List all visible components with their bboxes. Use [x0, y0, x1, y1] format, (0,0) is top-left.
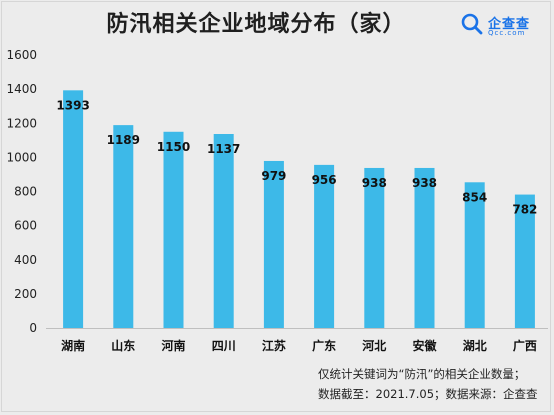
x-tick-label: 河北 [361, 338, 386, 353]
x-tick-label: 河南 [160, 338, 185, 353]
data-label: 956 [312, 173, 337, 187]
data-label: 1393 [56, 98, 89, 112]
data-label: 782 [512, 203, 537, 217]
x-tick-label: 广西 [513, 338, 537, 353]
data-label: 1189 [107, 133, 140, 147]
data-label: 1137 [207, 142, 240, 156]
y-tick-label: 1200 [6, 116, 37, 130]
x-tick-label: 山东 [111, 338, 135, 353]
bar [213, 133, 234, 328]
bar-series [63, 90, 535, 329]
y-tick-label: 600 [14, 219, 37, 233]
x-tick-label: 安徽 [412, 338, 437, 353]
y-tick-label: 1400 [6, 82, 37, 96]
logo-name: 企查查 [488, 17, 531, 32]
footnote-source: 数据截至：2021.7.05；数据来源：企查查 [318, 387, 538, 401]
bar [464, 182, 485, 328]
bar [514, 194, 535, 328]
y-tick-label: 200 [14, 287, 37, 301]
y-tick-label: 0 [29, 321, 37, 335]
logo-domain: Qcc.com [488, 29, 526, 37]
bar [263, 160, 284, 328]
data-label: 938 [412, 176, 437, 190]
x-axis: 湖南 山东 河南 四川 江苏 广东 河北 安徽 湖北 广西 [46, 328, 548, 353]
x-tick-label: 四川 [212, 339, 236, 353]
qcc-logo: 企查查 Qcc.com [460, 10, 550, 44]
bar [314, 164, 335, 328]
bar [113, 125, 134, 328]
search-magnifier-icon [461, 13, 483, 35]
footnote-scope: 仅统计关键词为“防汛”的相关企业数量； [318, 367, 526, 381]
y-tick-label: 800 [14, 185, 37, 199]
bar [364, 167, 385, 328]
x-tick-label: 广东 [312, 338, 336, 353]
y-axis: 0 200 400 600 800 1000 1200 1400 1600 [6, 48, 37, 335]
y-tick-label: 400 [14, 253, 37, 267]
chart-title: 防汛相关企业地域分布（家） [106, 12, 406, 37]
data-label: 979 [261, 169, 286, 183]
bar [63, 90, 84, 329]
x-tick-label: 湖北 [463, 338, 487, 353]
bar [414, 167, 435, 328]
x-tick-label: 湖南 [61, 338, 85, 353]
bar [163, 131, 184, 328]
y-tick-label: 1600 [6, 48, 37, 62]
footnotes: 仅统计关键词为“防汛”的相关企业数量； 数据截至：2021.7.05；数据来源：… [318, 364, 538, 404]
x-tick-label: 江苏 [262, 338, 286, 353]
y-tick-label: 1000 [6, 150, 37, 164]
data-label: 854 [462, 190, 487, 204]
data-label: 1150 [157, 140, 190, 154]
data-label: 938 [362, 176, 387, 190]
data-labels: 1393 1189 1150 1137 979 956 938 938 854 782 [56, 98, 537, 216]
